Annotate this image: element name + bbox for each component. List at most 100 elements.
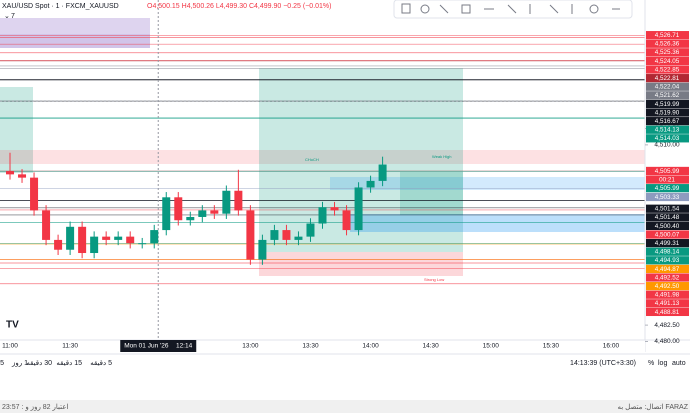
interval-button[interactable]: 1 روز <box>11 360 28 367</box>
price-label-bg <box>646 230 689 239</box>
price-label: 4,505.99 <box>655 168 680 175</box>
price-label-bg <box>646 117 689 126</box>
clock: 14:13:39 (UTC+3:30) <box>570 360 636 367</box>
plot: CHoCH Weak High Strong Low <box>0 0 645 340</box>
indicator-count[interactable]: 7 <box>11 13 15 20</box>
auto-toggle[interactable]: auto <box>672 360 686 367</box>
price-label: 4,505.99 <box>655 185 680 192</box>
annotation: Strong Low <box>424 277 444 282</box>
price-label: 4,526.36 <box>655 41 680 48</box>
candle-body <box>54 239 63 250</box>
price-label-bg <box>646 192 689 202</box>
price-label: 4,500.07 <box>655 231 680 238</box>
price-label: 4,498.14 <box>655 249 680 256</box>
price-label: 4,522.04 <box>655 84 680 91</box>
candle-body <box>90 236 99 254</box>
candle-body <box>198 210 207 217</box>
price-label: 4,514.13 <box>655 127 680 134</box>
ohlc: O4,500.15 H4,500.26 L4,499.30 C4,499.90 … <box>147 3 331 10</box>
price-label: 4,503.33 <box>655 194 680 201</box>
interval-button[interactable]: 5 روز <box>0 360 4 367</box>
candle-body <box>294 236 303 240</box>
percent-toggle[interactable]: % <box>648 360 654 367</box>
price-label: 4,516.67 <box>655 118 680 125</box>
y-tick-label: 4,510.00 <box>654 142 680 149</box>
price-label: 4,519.99 <box>655 101 680 108</box>
price-label-bg <box>646 48 689 57</box>
price-label: 4,501.54 <box>655 206 680 213</box>
interval-button[interactable]: 15 دقیقه <box>56 360 82 367</box>
candle-body <box>138 243 147 245</box>
candle-body <box>210 210 219 214</box>
tool-icon[interactable] <box>549 4 559 14</box>
toolbar-icons <box>401 3 620 14</box>
candle-body <box>186 216 195 221</box>
price-label-bg <box>646 82 689 91</box>
candle-body <box>102 236 111 240</box>
candle-body <box>354 187 363 231</box>
price-label-bg <box>646 247 689 256</box>
price-label-bg <box>646 256 689 265</box>
tool-icon[interactable] <box>461 4 471 14</box>
price-label: 4,500.40 <box>655 223 680 230</box>
candle-body <box>18 174 27 178</box>
zone <box>0 18 150 34</box>
zone <box>0 150 645 164</box>
price-label-bg <box>646 184 689 193</box>
price-label: 4,526.71 <box>655 32 680 39</box>
price-label: 4,491.13 <box>655 300 680 307</box>
status-bar <box>0 400 690 413</box>
candle-body <box>126 236 135 244</box>
candle-body <box>318 207 327 224</box>
candle-body <box>342 210 351 231</box>
x-tick-label: 14:00 <box>362 343 379 350</box>
candle-body <box>30 177 39 211</box>
drawing-toolbar <box>393 0 633 19</box>
x-tick-label: 11:30 <box>62 343 78 350</box>
interval-button[interactable]: 30 دقیقه <box>26 360 52 367</box>
x-tick-label: 14:30 <box>423 343 440 350</box>
tool-icon[interactable] <box>420 4 430 14</box>
tool-icon[interactable] <box>589 4 599 14</box>
zone <box>330 177 645 190</box>
price-label-bg <box>646 31 689 40</box>
price-label-bg <box>646 108 689 117</box>
price-label: 4,525.36 <box>655 49 680 56</box>
tool-icon[interactable] <box>507 4 517 14</box>
y-tick-label: 4,482.50 <box>654 322 680 329</box>
candle-body <box>366 180 375 188</box>
price-label-bg <box>646 290 689 299</box>
candle-body <box>258 239 267 260</box>
status-left: 23:57 : اعتبار 82 روز و <box>2 403 68 411</box>
candle-body <box>150 230 159 244</box>
x-tick-label: 15:30 <box>543 343 560 350</box>
price-label-bg <box>646 166 689 176</box>
candle-body <box>162 197 171 231</box>
candle-body <box>234 190 243 211</box>
price-label-bg <box>646 213 689 222</box>
candle-body <box>42 210 51 240</box>
price-label-bg <box>646 299 689 308</box>
price-label: 4,524.05 <box>655 58 680 65</box>
price-label-bg <box>646 65 689 74</box>
candle-body <box>174 197 183 221</box>
x-tick-label: 13:30 <box>302 343 319 350</box>
candle-body <box>222 190 231 214</box>
stop-zone <box>259 252 463 276</box>
interval-button[interactable]: 5 دقیقه <box>90 360 112 367</box>
countdown: 00:21 <box>659 176 675 183</box>
indicator-toggle[interactable]: ⌄ <box>4 13 10 20</box>
price-label: 4,492.50 <box>655 283 680 290</box>
tool-icon[interactable] <box>439 4 449 14</box>
price-label: 4,494.87 <box>655 266 680 273</box>
tool-icon[interactable] <box>401 3 411 14</box>
price-label-bg <box>646 91 689 100</box>
logo: TV <box>6 320 19 331</box>
price-label: 4,514.03 <box>655 135 680 142</box>
price-label-bg <box>646 74 689 83</box>
log-toggle[interactable]: log <box>658 360 667 367</box>
price-label: 4,519.90 <box>655 109 680 116</box>
crosshair-date: Mon 01 Jun '26 <box>124 343 169 350</box>
price-label-bg <box>646 239 689 248</box>
